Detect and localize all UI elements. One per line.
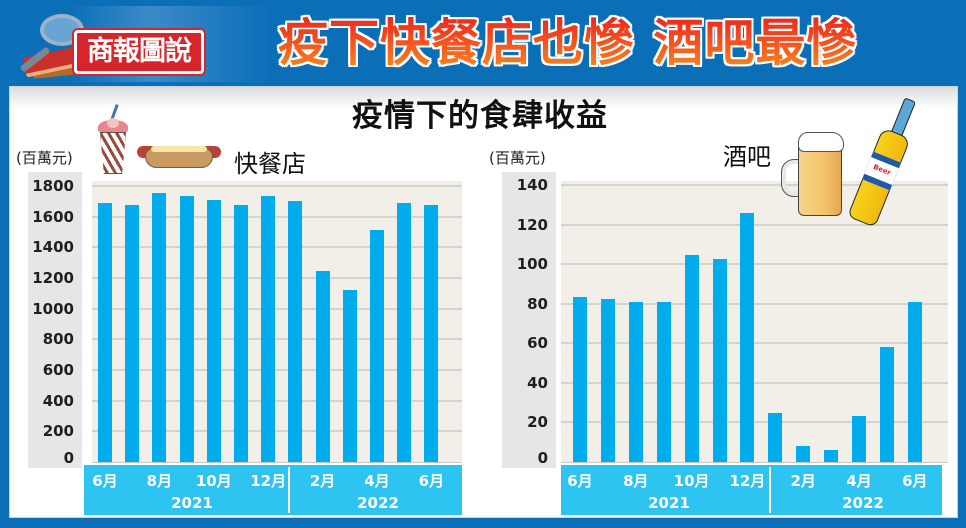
- bar-2021-09: [179, 195, 194, 462]
- gridline: [561, 184, 948, 186]
- y-tick-label: 40: [527, 373, 548, 392]
- y-tick-label: 200: [42, 422, 74, 441]
- bar-2022-05: [397, 202, 412, 462]
- bar-2021-06: [98, 202, 112, 462]
- gridline: [561, 421, 948, 424]
- x-tick-label: 6月: [902, 472, 928, 490]
- bar-2022-01: [288, 201, 303, 462]
- left-unit-label: (百萬元): [16, 149, 73, 167]
- bar-2022-01: [768, 412, 783, 462]
- right-x-axis: 6月 8月 10月 12月 2月 4月 6月 2021 2022: [561, 465, 942, 515]
- gridline: [561, 223, 948, 226]
- bar-2021-07: [600, 298, 615, 462]
- x-tick-label: 10月: [195, 472, 232, 490]
- year-label: 2022: [842, 494, 884, 512]
- bar-2021-11: [712, 259, 727, 462]
- right-y-axis: 140 120 100 80 60 40 20 0: [502, 172, 556, 468]
- y-tick-label: 1000: [32, 299, 74, 318]
- gridline: [561, 302, 948, 305]
- bar-2022-02: [315, 271, 330, 462]
- main-title-text: 疫情下的食肆收益: [352, 98, 608, 134]
- bar-2022-02: [796, 446, 811, 462]
- right-unit-label: (百萬元): [489, 149, 546, 167]
- gridline: [561, 342, 948, 345]
- bar-2022-06: [907, 301, 922, 462]
- x-tick-label: 4月: [364, 472, 390, 490]
- gridline: [92, 215, 462, 218]
- y-tick-label: 0: [63, 449, 74, 467]
- bar-2021-11: [234, 205, 248, 462]
- y-tick-label: 1800: [32, 177, 74, 195]
- x-tick-label: 6月: [92, 472, 118, 490]
- bar-2021-10: [684, 255, 699, 462]
- headline: 疫下快餐店也慘 酒吧最慘: [278, 12, 918, 76]
- main-title: 疫情下的食肆收益: [0, 90, 966, 135]
- bar-2021-09: [656, 301, 671, 462]
- left-y-axis: 1800 1600 1400 1200 1000 800 600 400 200 0: [28, 172, 82, 468]
- bar-2021-10: [206, 199, 221, 462]
- year-label: 2022: [357, 494, 399, 512]
- bar-2022-03: [342, 289, 357, 462]
- bar-2022-06: [424, 205, 439, 462]
- x-tick-label: 6月: [567, 472, 593, 490]
- milkshake-icon: [98, 104, 128, 174]
- bar-2021-07: [125, 205, 140, 462]
- year-label: 2021: [171, 494, 213, 512]
- year-divider: [288, 467, 290, 513]
- y-tick-label: 60: [527, 334, 548, 353]
- left-chart-title: 快餐店: [234, 150, 306, 178]
- gridline: [92, 246, 462, 249]
- bar-2021-08: [152, 192, 167, 462]
- x-tick-label: 2月: [790, 472, 816, 490]
- gridline: [92, 307, 462, 310]
- y-tick-label: 1600: [32, 207, 74, 226]
- left-x-axis: 6月 8月 10月 12月 2月 4月 6月 2021 2022: [84, 465, 462, 515]
- gridline: [92, 369, 462, 371]
- bar-2021-06: [573, 296, 587, 462]
- x-tick-label: 12月: [250, 472, 287, 490]
- right-plot-area: [561, 181, 948, 463]
- gridline: [92, 277, 462, 279]
- x-tick-label: 8月: [146, 472, 173, 490]
- y-tick-label: 20: [527, 413, 548, 432]
- beer-mug-icon: [781, 132, 844, 216]
- gridline: [561, 263, 948, 266]
- year-label: 2021: [648, 494, 690, 512]
- gridline: [561, 381, 948, 384]
- y-tick-label: 120: [516, 215, 548, 234]
- bar-2021-08: [628, 301, 643, 462]
- y-tick-label: 400: [42, 391, 74, 410]
- left-plot-area: [92, 181, 462, 463]
- y-tick-label: 140: [516, 176, 548, 194]
- x-tick-label: 6月: [418, 472, 445, 490]
- y-tick-label: 100: [516, 255, 548, 274]
- logo: 商報圖說: [12, 10, 207, 80]
- y-tick-label: 0: [537, 449, 548, 467]
- bar-2021-12: [740, 212, 755, 462]
- bar-2022-04: [852, 415, 866, 462]
- x-tick-label: 4月: [846, 472, 872, 490]
- x-tick-label: 12月: [729, 472, 766, 490]
- bar-2022-03: [824, 450, 839, 462]
- y-tick-label: 1400: [32, 238, 74, 257]
- y-tick-label: 600: [42, 361, 74, 379]
- logo-badge: 商報圖說: [74, 30, 204, 74]
- x-tick-label: 8月: [623, 472, 649, 490]
- right-chart-title: 酒吧: [723, 143, 771, 171]
- gridline: [92, 338, 462, 341]
- y-tick-label: 80: [527, 294, 548, 313]
- hotdog-icon: [137, 142, 221, 170]
- bar-2022-05: [879, 347, 894, 462]
- gridline: [92, 185, 462, 187]
- gridline: [92, 399, 462, 402]
- gridline: [92, 430, 462, 433]
- header: 商報圖說 疫下快餐店也慘 酒吧最慘: [0, 0, 966, 86]
- x-tick-label: 10月: [673, 472, 710, 490]
- y-tick-label: 800: [42, 330, 74, 349]
- y-tick-label: 1200: [32, 269, 74, 287]
- bar-2021-12: [261, 195, 276, 462]
- year-divider: [769, 467, 771, 513]
- bar-2022-04: [370, 230, 384, 462]
- x-tick-label: 2月: [309, 472, 336, 490]
